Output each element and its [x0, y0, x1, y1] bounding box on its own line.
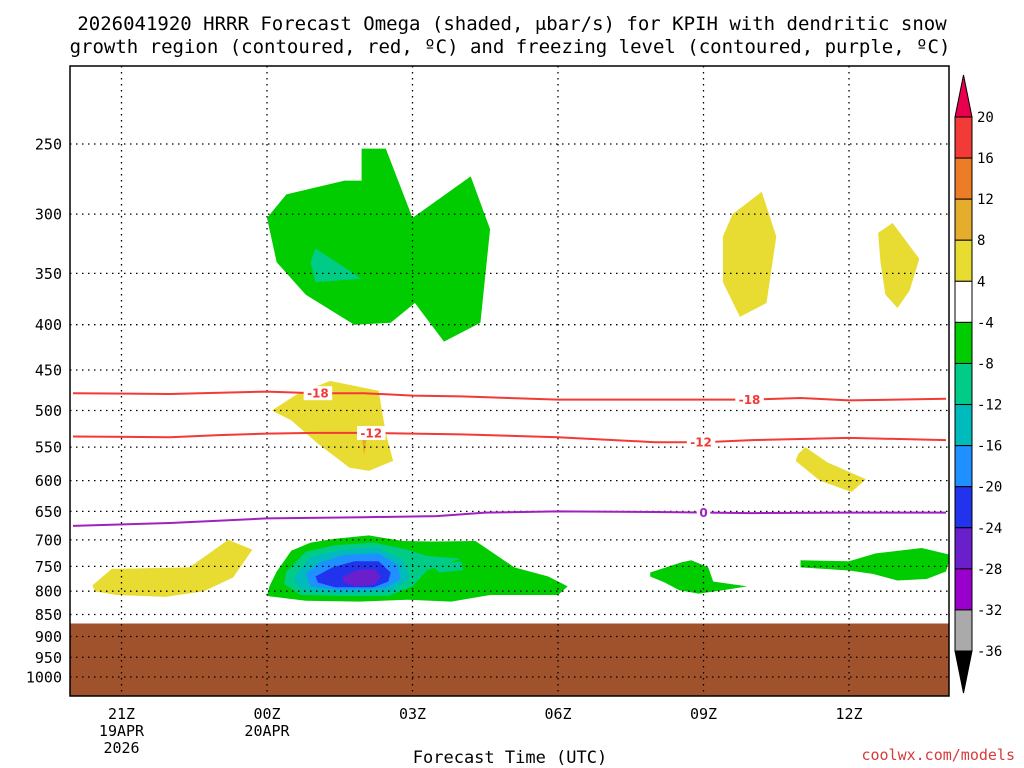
colorbar-box-0	[954, 116, 973, 159]
colorbar-label-3: 8	[977, 233, 985, 249]
omega-region-0	[267, 148, 491, 342]
contour-lines: -18 -18 -12 -12 0	[72, 386, 947, 527]
contour-label-bg-freezing-level-0	[696, 505, 711, 520]
omega-region-16	[800, 548, 949, 581]
y-axis-ticks: 250 300 350 400 450 500 550 600 650 700 750 800 850 9…	[26, 136, 62, 687]
y-tick-label-700: 700	[35, 531, 62, 549]
colorbar-box-10	[954, 527, 973, 570]
omega-region-7	[92, 539, 253, 597]
y-tick-label-500: 500	[35, 402, 62, 420]
chart-title-line1: 2026041920 HRRR Forecast Omega (shaded, …	[77, 13, 947, 35]
x-tick-label-06Z: 06Z	[544, 705, 571, 723]
colorbar-box-2	[954, 198, 973, 241]
y-tick-label-950: 950	[35, 649, 62, 667]
omega-region-15	[650, 560, 748, 594]
colorbar-label-1: 16	[977, 151, 994, 167]
omega-region-2	[722, 191, 777, 317]
contour-dgz-minus18	[72, 390, 947, 402]
y-tick-label-800: 800	[35, 583, 62, 601]
colorbar-box-3	[954, 239, 973, 282]
colorbar-box-6	[954, 362, 973, 406]
omega-region-4	[271, 380, 394, 471]
y-tick-label-450: 450	[35, 361, 62, 379]
colorbar-box-8	[954, 445, 973, 488]
x-tick-year-21Z: 2026	[103, 739, 139, 757]
colorbar-bottom-arrow	[954, 650, 973, 694]
colorbar-box-4	[954, 280, 973, 323]
contour-label-dgz-minus12-0: -12	[360, 427, 382, 441]
omega-region-14	[431, 561, 464, 573]
contour-label-bg-dgz-minus18-1	[735, 392, 764, 407]
colorbar-box-7	[954, 404, 973, 447]
colorbar-label-2: 12	[977, 192, 994, 208]
colorbar-box-1	[954, 157, 973, 200]
colorbar-label-4: 4	[977, 274, 985, 290]
x-tick-label-00Z: 00Z	[253, 705, 280, 723]
chart-title-line2: growth region (contoured, red, ºC) and f…	[70, 36, 951, 58]
omega-region-6	[795, 447, 866, 492]
x-tick-label-09Z: 09Z	[690, 705, 717, 723]
x-axis-label: Forecast Time (UTC)	[413, 748, 607, 768]
colorbar-label-10: -24	[977, 521, 1002, 537]
colorbar-label-9: -20	[977, 480, 1002, 496]
plot-frame	[69, 65, 950, 697]
ground-below-surface	[70, 623, 949, 696]
colorbar-label-5: -4	[977, 315, 994, 331]
contour-label-bg-dgz-minus12-1	[686, 435, 716, 450]
y-tick-label-850: 850	[35, 606, 62, 624]
y-tick-label-550: 550	[35, 439, 62, 457]
y-tick-label-400: 400	[35, 316, 62, 334]
colorbar: 20 16 12 8 4 -4 -8 -12 -16 -20 -24 -28 -32 -36	[954, 74, 1002, 694]
credit-text: coolwx.com/models	[861, 746, 1015, 764]
y-tick-label-750: 750	[35, 558, 62, 576]
grid-lines	[70, 66, 949, 696]
contour-label-dgz-minus18-0: -18	[307, 387, 329, 401]
y-tick-label-350: 350	[35, 265, 62, 283]
x-tick-date-21Z: 19APR	[99, 722, 145, 740]
x-tick-label-21Z: 21Z	[108, 705, 135, 723]
colorbar-label-8: -16	[977, 439, 1002, 455]
y-tick-label-900: 900	[35, 628, 62, 646]
colorbar-box-12	[954, 609, 973, 652]
contour-label-freezing-level-0: 0	[699, 506, 707, 520]
colorbar-label-0: 20	[977, 110, 994, 126]
x-tick-date-00Z: 20APR	[244, 722, 290, 740]
contour-label-bg-dgz-minus12-0	[357, 426, 386, 441]
colorbar-box-9	[954, 486, 973, 529]
contour-label-dgz-minus18-1: -18	[739, 393, 761, 407]
contour-label-bg-dgz-minus18-0	[303, 386, 333, 401]
y-tick-label-250: 250	[35, 136, 62, 154]
colorbar-label-11: -28	[977, 562, 1002, 578]
omega-shaded-regions	[92, 148, 949, 602]
colorbar-box-11	[954, 568, 973, 611]
x-tick-label-03Z: 03Z	[399, 705, 426, 723]
y-tick-label-1000: 1000	[26, 669, 62, 687]
y-tick-label-300: 300	[35, 206, 62, 224]
contour-dgz-minus12	[72, 431, 947, 444]
colorbar-label-13: -36	[977, 644, 1002, 660]
colorbar-label-7: -12	[977, 398, 1002, 414]
x-tick-label-12Z: 12Z	[835, 705, 862, 723]
y-tick-label-600: 600	[35, 472, 62, 490]
contour-label-dgz-minus12-1: -12	[690, 436, 712, 450]
y-tick-label-650: 650	[35, 503, 62, 521]
contour-freezing-level	[72, 510, 946, 527]
omega-region-3	[878, 223, 920, 308]
omega-region-13	[342, 568, 381, 587]
colorbar-label-12: -32	[977, 603, 1002, 619]
colorbar-top-arrow	[954, 74, 973, 118]
colorbar-box-5	[954, 321, 973, 364]
colorbar-label-6: -8	[977, 356, 994, 372]
